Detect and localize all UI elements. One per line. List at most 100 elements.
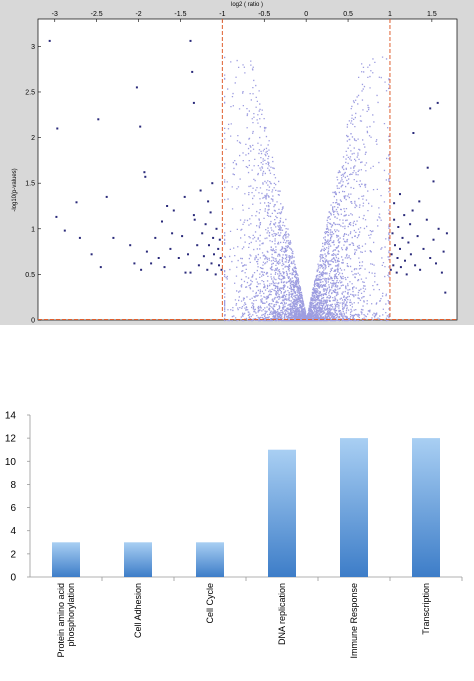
volcano-point <box>411 209 414 212</box>
bar <box>124 542 152 577</box>
volcano-point <box>429 107 432 110</box>
volcano-point <box>145 250 148 253</box>
volcano-y-tick-label: 0 <box>31 318 35 325</box>
volcano-point <box>78 236 81 239</box>
volcano-point <box>399 247 401 250</box>
volcano-point <box>201 232 204 235</box>
volcano-point <box>419 268 422 271</box>
volcano-y-tick-label: 2.5 <box>25 89 35 96</box>
volcano-point <box>206 268 209 271</box>
bar-chart: 0 2 4 6 8 10 12 14 Protein amino acid phosphoryl… <box>5 411 463 659</box>
bar-category-label: Cell Cycle <box>205 583 215 624</box>
bar-category-labels: Protein amino acid phosphorylation Cell Ad… <box>56 583 431 659</box>
volcano-point <box>183 195 186 198</box>
volcano-point <box>208 244 210 247</box>
volcano-y-tick-label: 1.5 <box>25 181 35 188</box>
bar <box>340 438 368 577</box>
volcano-x-axis-label: log2 ( ratio ) <box>231 2 263 8</box>
bar-category-label: Cell Adhesion <box>133 583 143 638</box>
volcano-point <box>399 266 402 269</box>
volcano-threshold-lines <box>38 19 457 320</box>
volcano-point <box>139 125 142 128</box>
bar-category-label: DNA replication <box>277 583 287 645</box>
bar-y-tick-label: 14 <box>5 411 17 422</box>
volcano-y-axis-label: -log10(p-values) <box>12 168 18 211</box>
bar-y-tick-label: 0 <box>10 573 16 584</box>
volcano-point <box>401 236 404 239</box>
volcano-point <box>215 227 218 230</box>
volcano-point <box>169 247 172 250</box>
bar <box>268 449 296 577</box>
bar-category-label-line: Protein amino acid <box>56 583 66 658</box>
bar <box>196 542 224 577</box>
bar-category-label-line: phosphorylation <box>66 583 76 647</box>
volcano-point <box>390 253 393 256</box>
volcano-point <box>409 253 412 256</box>
bar <box>412 438 440 577</box>
volcano-point <box>150 262 153 265</box>
bar-y-ticks: 0 2 4 6 8 10 12 14 <box>5 411 30 584</box>
volcano-point <box>55 215 58 218</box>
volcano-point <box>166 205 169 207</box>
volcano-point <box>135 86 138 89</box>
volcano-point <box>429 257 432 259</box>
volcano-point <box>210 262 213 265</box>
volcano-point <box>161 220 163 223</box>
volcano-y-tick-label: 2 <box>31 135 35 142</box>
bar-category-label-line: Cell Cycle <box>205 583 215 624</box>
bar-y-tick-label: 2 <box>10 549 16 560</box>
volcano-point <box>140 268 143 271</box>
volcano-point <box>404 259 406 262</box>
bar-y-tick-label: 10 <box>5 457 17 468</box>
bar-category-label: Transcription <box>421 583 431 635</box>
volcano-point <box>212 236 215 239</box>
volcano-point <box>197 264 200 267</box>
volcano-point <box>389 268 392 271</box>
volcano-point <box>435 262 437 265</box>
volcano-point <box>391 232 394 235</box>
volcano-significant-points <box>48 39 448 294</box>
volcano-point <box>202 255 205 258</box>
volcano-point <box>207 200 210 203</box>
volcano-point <box>396 257 399 259</box>
volcano-point <box>192 101 195 104</box>
volcano-point <box>218 238 221 241</box>
volcano-point <box>409 223 412 226</box>
volcano-point <box>181 235 184 238</box>
volcano-point <box>425 218 428 221</box>
volcano-point <box>213 253 215 256</box>
volcano-point <box>144 175 147 178</box>
volcano-point <box>399 193 401 196</box>
volcano-x-tick-label: -1 <box>219 11 225 18</box>
volcano-point <box>75 201 78 204</box>
volcano-point <box>209 211 212 214</box>
bar-category-label: Immune Response <box>349 583 359 659</box>
bar-y-tick-label: 8 <box>10 480 16 491</box>
volcano-x-tick-label: 0 <box>304 11 308 18</box>
volcano-plot-area <box>37 18 458 321</box>
volcano-point <box>393 202 396 205</box>
volcano-point <box>407 241 410 244</box>
bar-category-label: Protein amino acid phosphorylation <box>56 583 76 658</box>
volcano-point <box>214 273 217 276</box>
volcano-point <box>97 118 100 121</box>
volcano-point <box>444 291 447 294</box>
volcano-point <box>403 214 406 217</box>
volcano-x-tick-label: -1.5 <box>174 11 186 18</box>
volcano-point <box>199 189 202 192</box>
volcano-point <box>204 223 207 226</box>
volcano-point <box>397 226 400 228</box>
volcano-point <box>193 218 196 221</box>
volcano-point <box>157 257 160 259</box>
volcano-point <box>63 229 66 232</box>
volcano-point <box>48 39 51 42</box>
bar-category-label-line: Transcription <box>421 583 431 635</box>
volcano-point <box>218 264 220 267</box>
volcano-point <box>432 238 435 241</box>
volcano-x-tick-label: -2.5 <box>91 11 103 18</box>
volcano-point <box>191 70 194 73</box>
volcano-point <box>445 232 448 235</box>
volcano-point <box>220 268 223 271</box>
volcano-point <box>422 247 425 250</box>
